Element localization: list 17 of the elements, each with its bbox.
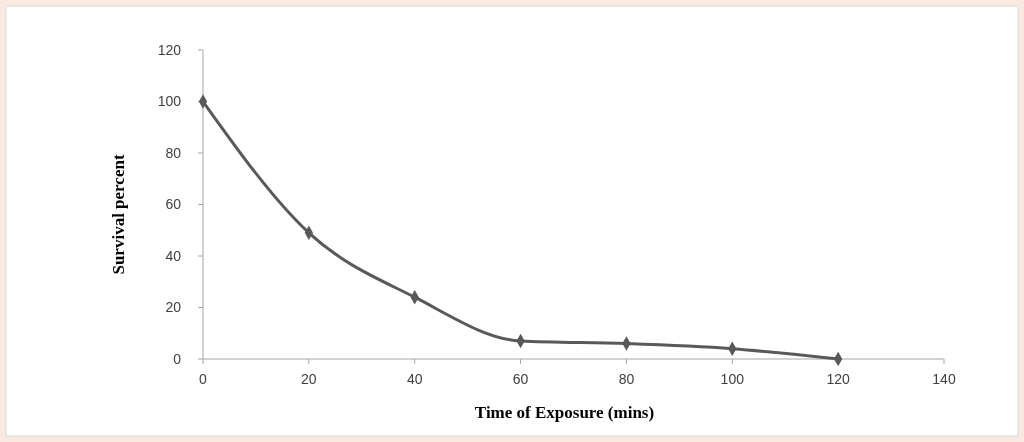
x-axis-title: Time of Exposure (mins)	[474, 403, 655, 422]
x-tick-label: 20	[301, 371, 317, 387]
x-tick-label: 80	[618, 371, 635, 387]
y-tick-label: 0	[173, 350, 182, 367]
x-tick-label: 140	[932, 371, 956, 387]
y-tick-label: 80	[165, 144, 182, 161]
y-tick-label: 60	[165, 196, 182, 213]
y-tick-label: 20	[165, 299, 182, 316]
y-tick-label: 120	[157, 41, 182, 58]
x-tick-label: 120	[826, 371, 851, 387]
x-tick-label: 100	[720, 371, 745, 387]
x-tick-label: 0	[199, 371, 208, 387]
y-tick-label: 40	[165, 247, 182, 264]
x-tick-label: 60	[512, 371, 529, 387]
y-axis-title: Survival percent	[109, 154, 128, 275]
y-tick-label: 100	[157, 93, 182, 110]
x-tick-label: 40	[406, 371, 423, 387]
